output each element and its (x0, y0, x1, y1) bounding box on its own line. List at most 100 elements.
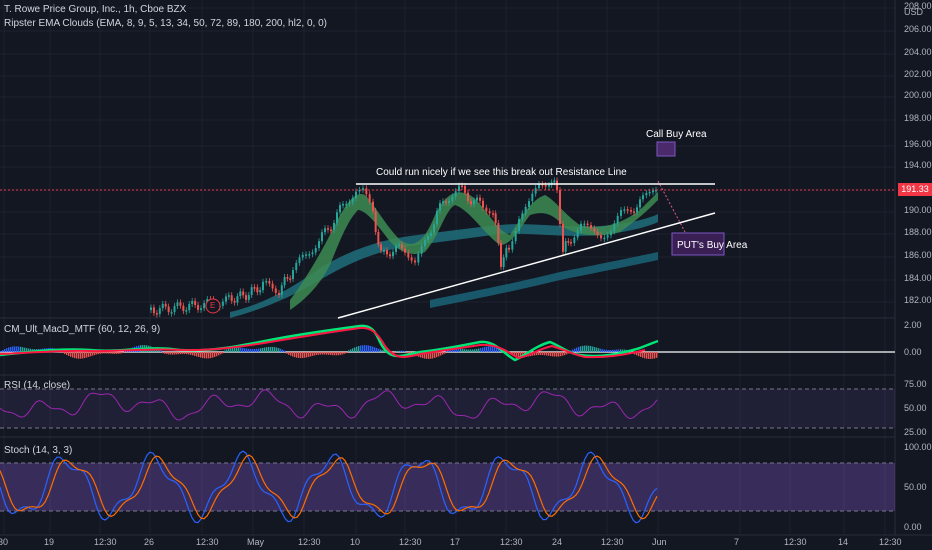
macd-bar (96, 352, 98, 355)
candle-body (626, 209, 629, 211)
macd-bar (636, 352, 638, 356)
macd-bar (340, 352, 342, 355)
candle-body (445, 201, 447, 203)
macd-bar (494, 346, 496, 352)
macd-bar (458, 348, 460, 352)
macd-bar (518, 352, 520, 357)
macd-bar (456, 348, 458, 352)
macd-bar (586, 345, 588, 352)
candle-body (613, 223, 616, 232)
candle-body (398, 244, 400, 246)
macd-bar (206, 352, 208, 359)
macd-bar (492, 345, 494, 352)
resistance-note[interactable]: Could run nicely if we see this break ou… (376, 167, 627, 178)
candle-body (642, 195, 644, 200)
macd-bar (640, 352, 642, 357)
candle-body (283, 277, 286, 286)
macd-bar (0, 351, 2, 352)
macd-bar (546, 352, 548, 356)
call-buy-area-label[interactable]: Call Buy Area (646, 129, 707, 140)
candle-body (616, 215, 619, 224)
macd-bar (88, 352, 90, 357)
macd-bar (248, 348, 250, 352)
put-buy-area-label[interactable]: PUT's Buy Area (677, 240, 748, 251)
macd-bar (452, 349, 454, 352)
macd-bar (616, 349, 618, 352)
macd-bar (486, 346, 488, 352)
candle-body (395, 245, 397, 252)
time-label: 26 (144, 537, 155, 547)
macd-bar (178, 352, 180, 355)
macd-bar (400, 350, 402, 352)
macd-bar (106, 352, 108, 354)
macd-bar (194, 352, 196, 356)
macd-bar (520, 352, 522, 358)
macd-bar (164, 352, 166, 354)
macd-bar (16, 346, 18, 352)
macd-bar (290, 352, 292, 356)
macd-bar (450, 349, 452, 352)
macd-bar (12, 346, 14, 352)
candle-body (170, 312, 173, 314)
candle-body (401, 244, 403, 249)
macd-bar (574, 348, 576, 352)
candle-body (417, 253, 420, 263)
candle-body (600, 235, 602, 239)
macd-bar (72, 352, 74, 358)
candle-body (262, 281, 264, 291)
macd-bar (166, 352, 168, 355)
macd-bar (236, 347, 238, 352)
ema-cloud-fast (290, 192, 658, 310)
macd-bar (212, 352, 214, 358)
macd-bar (274, 347, 276, 352)
macd-bar (564, 352, 566, 356)
candle-body (351, 198, 354, 203)
candle-body (648, 191, 651, 194)
candle-body (265, 281, 268, 283)
earnings-marker-circle[interactable] (205, 298, 221, 314)
macd-bar (490, 345, 492, 352)
candle-body (179, 302, 182, 306)
macd-bar (168, 352, 170, 355)
macd-bar (320, 352, 322, 355)
macd-bar (70, 352, 72, 357)
macd-bar (480, 348, 482, 352)
ema-indicator-label[interactable]: Ripster EMA Clouds (EMA, 8, 9, 5, 13, 34… (4, 18, 327, 29)
rsi-title[interactable]: RSI (14, close) (4, 380, 71, 391)
macd-bar (108, 352, 110, 354)
price-tick: 202.00 (904, 69, 932, 79)
put-buy-area-box[interactable] (671, 232, 725, 256)
macd-bar (516, 352, 518, 357)
earnings-marker[interactable]: E (210, 301, 216, 310)
candle-body (268, 281, 271, 284)
candle-body (414, 260, 416, 263)
macd-bar (224, 350, 226, 352)
candle-body (633, 211, 635, 213)
candle-body (292, 270, 294, 279)
macd-bar (184, 352, 186, 355)
macd-bar (654, 352, 656, 359)
candle-body (253, 287, 256, 289)
candle-body (239, 291, 242, 297)
symbol-title[interactable]: T. Rowe Price Group, Inc., 1h, Cboe BZX (4, 4, 187, 15)
macd-bar (536, 352, 538, 356)
macd-bar (540, 352, 542, 355)
macd-bar (362, 345, 364, 352)
macd-bar (294, 352, 296, 358)
price-tick: 204.00 (904, 47, 932, 57)
macd-bar (268, 346, 270, 352)
macd-bar (374, 347, 376, 352)
macd-bar (28, 348, 30, 352)
candle-body (564, 241, 567, 252)
macd-title[interactable]: CM_Ult_MacD_MTF (60, 12, 26, 9) (4, 324, 161, 335)
candle-body (318, 241, 320, 248)
candle-body (655, 189, 657, 192)
stoch-title[interactable]: Stoch (14, 3, 3) (4, 445, 73, 456)
macd-bar (606, 349, 608, 352)
macd-bar (246, 348, 248, 352)
call-buy-area-box[interactable] (656, 141, 676, 157)
support-line[interactable] (337, 212, 716, 319)
macd-bar (322, 352, 324, 355)
macd-bar (496, 346, 498, 352)
